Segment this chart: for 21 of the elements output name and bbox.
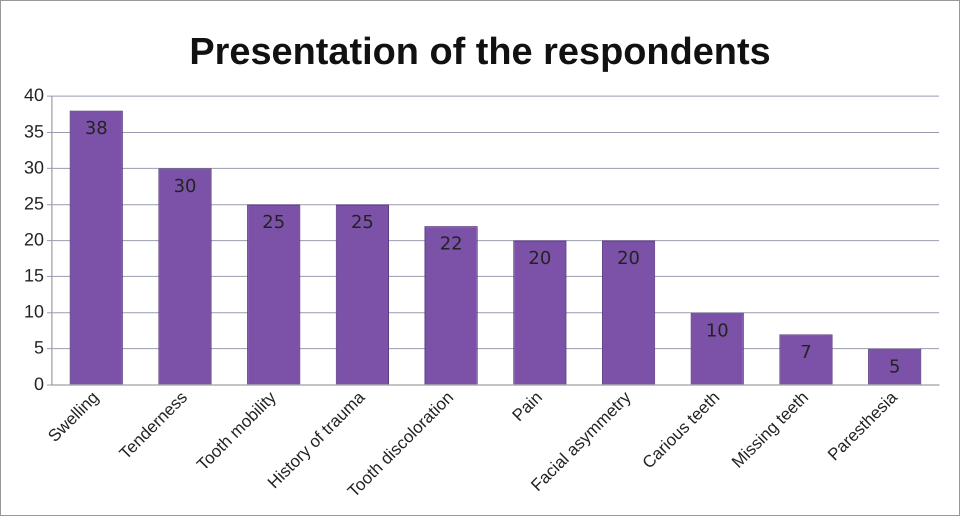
data-label: 22 — [440, 234, 463, 255]
data-label: 25 — [350, 212, 374, 234]
x-tick-label: Pain — [508, 388, 546, 426]
y-tick-label: 10 — [24, 302, 44, 322]
data-label: 7 — [800, 342, 812, 363]
y-tick-label: 5 — [34, 338, 44, 358]
chart-title: Presentation of the respondents — [189, 31, 771, 74]
y-tick-label: 30 — [24, 157, 44, 178]
data-label: 25 — [262, 212, 286, 234]
y-tick-label: 40 — [24, 85, 44, 106]
y-tick-label: 25 — [24, 193, 44, 214]
y-tick-label: 20 — [24, 230, 44, 250]
y-tick-label: 35 — [24, 121, 44, 142]
data-label: 10 — [706, 320, 729, 342]
y-tick-label: 15 — [24, 266, 44, 286]
data-label: 20 — [617, 248, 640, 270]
data-label: 38 — [84, 118, 108, 140]
y-tick-label: 0 — [34, 374, 44, 394]
data-label: 30 — [174, 176, 196, 197]
data-label: 5 — [888, 356, 900, 378]
data-label: 20 — [528, 248, 552, 270]
